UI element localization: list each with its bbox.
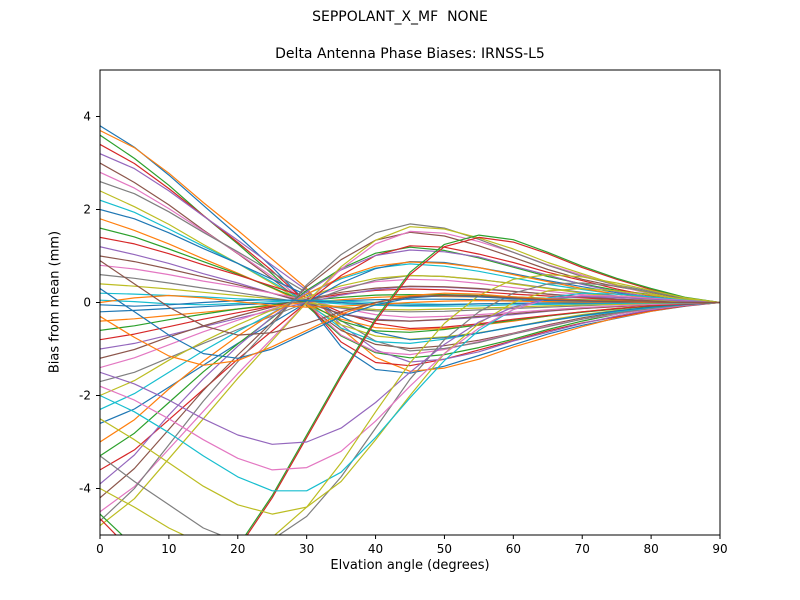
axes-title: Delta Antenna Phase Biases: IRNSS-L5 (275, 46, 545, 62)
x-tick-label: 80 (643, 542, 658, 556)
series-line (100, 129, 720, 372)
series-group (100, 125, 720, 535)
series-line (100, 282, 720, 535)
series-line (100, 134, 720, 359)
series-line (100, 236, 720, 535)
series-line (100, 171, 720, 356)
x-tick-label: 90 (712, 542, 727, 556)
series-line (100, 294, 720, 471)
series-line (100, 295, 720, 445)
x-axis-label: Elvation angle (degrees) (330, 558, 490, 573)
x-tick-label: 10 (161, 542, 176, 556)
x-tick-label: 70 (575, 542, 590, 556)
y-tick-label: 0 (83, 296, 91, 310)
x-tick-label: 40 (368, 542, 383, 556)
series-line (100, 292, 720, 492)
series-line (100, 274, 720, 535)
y-axis-label: Bias from mean (mm) (47, 230, 63, 374)
x-tick-label: 20 (230, 542, 245, 556)
series-line (100, 249, 720, 485)
series-line (100, 199, 720, 344)
series-line (100, 292, 720, 307)
y-tick-label: -4 (79, 482, 91, 496)
series-line (100, 283, 720, 311)
series-line (100, 181, 720, 352)
x-tick-label: 60 (506, 542, 521, 556)
y-tick-label: 4 (83, 110, 91, 124)
y-tick-label: -2 (79, 389, 91, 403)
series-line (100, 234, 720, 535)
x-tick-label: 50 (437, 542, 452, 556)
series-line (100, 208, 720, 341)
x-tick-label: 30 (299, 542, 314, 556)
series-line (100, 246, 720, 457)
series-line (100, 260, 720, 336)
series-line (100, 287, 720, 515)
series-line (100, 236, 720, 330)
y-tick-label: 2 (83, 203, 91, 217)
series-line (100, 255, 720, 322)
series-line (100, 245, 720, 471)
series-line (100, 264, 720, 318)
figure-suptitle: SEPPOLANT_X_MF NONE (312, 9, 488, 25)
x-tick-label: 0 (96, 542, 104, 556)
